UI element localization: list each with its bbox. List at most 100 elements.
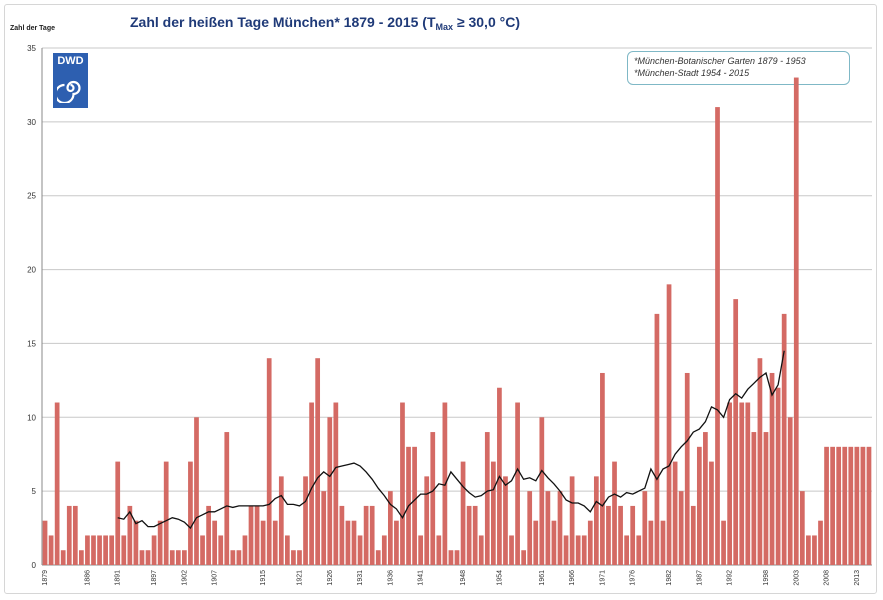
- x-tick-label: 1926: [327, 570, 334, 586]
- x-tick-label: 1982: [666, 570, 673, 586]
- bar: [648, 520, 654, 565]
- bar: [97, 535, 102, 565]
- bar: [551, 520, 557, 565]
- bar: [787, 417, 793, 565]
- bar: [527, 491, 533, 565]
- bar: [490, 461, 496, 565]
- x-tick-label: 1931: [357, 570, 364, 586]
- bar: [830, 446, 835, 565]
- bar: [539, 417, 545, 565]
- bar: [696, 446, 702, 565]
- bar: [266, 358, 272, 565]
- bar: [866, 446, 872, 565]
- bar: [709, 461, 714, 565]
- bar: [139, 550, 145, 565]
- x-tick-label: 1998: [763, 570, 770, 586]
- bar: [175, 550, 181, 565]
- bar: [775, 387, 781, 565]
- bar: [684, 372, 690, 565]
- legend-line-2: *München-Stadt 1954 - 2015: [634, 68, 750, 78]
- bar: [260, 520, 266, 565]
- bar: [593, 476, 599, 565]
- legend-box: *München-Botanischer Garten 1879 - 1953 …: [627, 51, 850, 85]
- bar: [848, 446, 854, 565]
- bar: [109, 535, 115, 565]
- bar: [321, 491, 327, 565]
- x-tick-label: 1897: [151, 570, 158, 586]
- bar: [478, 535, 484, 565]
- legend-line-1: *München-Botanischer Garten 1879 - 1953: [634, 56, 806, 66]
- bar: [157, 520, 163, 565]
- bar: [272, 520, 278, 565]
- bar: [278, 476, 284, 565]
- bar: [581, 535, 587, 565]
- bar: [642, 491, 648, 565]
- bar: [369, 505, 375, 565]
- bar: [751, 432, 757, 565]
- bar: [733, 299, 739, 565]
- x-tick-label: 1886: [84, 570, 91, 586]
- bar: [569, 476, 575, 565]
- y-tick-label: 0: [32, 561, 37, 570]
- logo-text: DWD: [57, 55, 84, 67]
- bar: [103, 535, 108, 565]
- bar: [345, 520, 351, 565]
- y-tick-label: 25: [27, 192, 36, 201]
- bar: [860, 446, 866, 565]
- bar: [503, 476, 508, 565]
- bar: [291, 550, 296, 565]
- bar: [600, 372, 605, 565]
- moving-average-line: [117, 350, 785, 530]
- bar: [400, 402, 405, 565]
- bar: [206, 505, 211, 565]
- x-tick-label: 1915: [260, 570, 267, 586]
- bar: [315, 358, 321, 565]
- bar: [618, 505, 623, 565]
- bar: [654, 313, 660, 565]
- y-axis-label: Zahl der Tage: [10, 25, 55, 32]
- bar: [363, 505, 369, 565]
- bar: [757, 358, 763, 565]
- bar: [188, 461, 193, 565]
- bar: [587, 520, 593, 565]
- bar: [690, 505, 696, 565]
- x-tick-label: 1941: [418, 570, 425, 586]
- bar: [836, 446, 842, 565]
- bar: [430, 432, 436, 565]
- bar: [854, 446, 860, 565]
- x-tick-label: 1891: [115, 570, 122, 586]
- bar: [472, 505, 478, 565]
- bar: [727, 402, 732, 565]
- bar: [515, 402, 520, 565]
- bar: [375, 550, 381, 565]
- x-tick-label: 1879: [42, 570, 49, 586]
- bar: [612, 461, 617, 565]
- bar: [54, 402, 60, 565]
- x-tick-label: 1921: [297, 570, 304, 586]
- bar: [521, 550, 527, 565]
- bar: [236, 550, 242, 565]
- bar: [563, 535, 569, 565]
- bar: [115, 461, 121, 565]
- bar: [194, 417, 199, 565]
- bar: [248, 505, 254, 565]
- bar: [381, 535, 387, 565]
- y-tick-label: 5: [32, 487, 37, 496]
- x-tick-label: 1966: [569, 570, 576, 586]
- bar: [842, 446, 848, 565]
- bar: [169, 550, 175, 565]
- x-tick-label: 1992: [727, 570, 734, 586]
- bar: [224, 432, 230, 565]
- x-tick-label: 1976: [630, 570, 637, 586]
- x-tick-label: 1902: [181, 570, 188, 586]
- bar: [624, 535, 629, 565]
- bar: [285, 535, 290, 565]
- bar: [630, 505, 636, 565]
- bar: [303, 476, 308, 565]
- x-tick-label: 1971: [599, 570, 606, 586]
- bar: [672, 461, 678, 565]
- bar: [212, 520, 218, 565]
- x-tick-label: 2008: [824, 570, 831, 586]
- y-tick-label: 30: [27, 118, 36, 127]
